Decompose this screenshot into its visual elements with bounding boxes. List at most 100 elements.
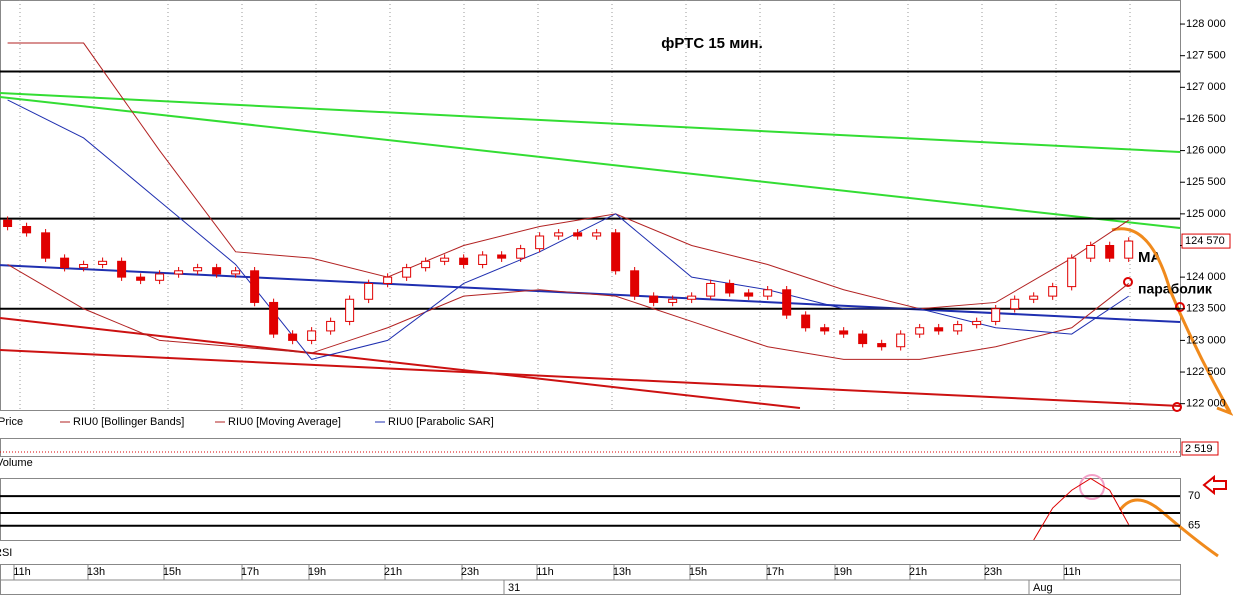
candle-body: [497, 254, 507, 259]
candle-body: [763, 289, 773, 297]
x-tick-label: 23h: [461, 566, 479, 578]
candle-body: [915, 327, 925, 335]
marker: [1123, 277, 1133, 287]
pointer-arrow: [1202, 474, 1227, 496]
candle-body: [991, 308, 1001, 322]
marker: [1172, 402, 1182, 412]
y-tick-label: 124 000: [1186, 271, 1226, 283]
trend-line: [0, 96, 1181, 230]
candle-body: [1086, 244, 1096, 259]
rsi-tick-label: 65: [1188, 520, 1200, 532]
candle-body: [345, 298, 355, 322]
x-tick-label: 17h: [241, 566, 259, 578]
candle-body: [934, 327, 944, 332]
candle-body: [687, 295, 697, 300]
legend-item: Price: [0, 416, 23, 428]
candle-body: [402, 267, 412, 278]
overlay-line: [7, 264, 1130, 360]
candle-body: [250, 270, 260, 303]
price-panel: [0, 0, 1181, 411]
arrow-head: [1216, 399, 1233, 416]
candle-body: [535, 235, 545, 250]
candle-body: [839, 330, 849, 335]
forecast-arrow: [1118, 498, 1219, 558]
candle-body: [516, 248, 526, 259]
candle-body: [592, 232, 602, 237]
day-label: 31: [508, 582, 520, 594]
rsi-panel: [0, 478, 1181, 541]
x-tick-label: 13h: [87, 566, 105, 578]
candle-body: [1067, 257, 1077, 288]
candle-body: [136, 276, 146, 281]
candle-body: [288, 333, 298, 341]
candle-body: [611, 232, 621, 272]
legend-item: RIU0 [Bollinger Bands]: [73, 416, 184, 428]
candle-body: [972, 320, 982, 326]
candle-body: [573, 232, 583, 237]
candle-body: [174, 270, 184, 275]
y-tick-label: 123 000: [1186, 334, 1226, 346]
y-tick-label: 127 000: [1186, 81, 1226, 93]
y-tick-label: 123 500: [1186, 303, 1226, 315]
candle-body: [744, 292, 754, 297]
x-tick-label: 11h: [536, 566, 554, 578]
x-tick-label: 11h: [13, 566, 31, 578]
y-tick-label: 122 000: [1186, 398, 1226, 410]
panel-label: Volume: [0, 457, 33, 469]
price-tag: [1181, 233, 1231, 249]
candle-body: [212, 267, 222, 275]
y-tick-label: 126 000: [1186, 144, 1226, 156]
candle-body: [117, 260, 127, 278]
candle-body: [364, 282, 374, 300]
price-tag-label: 124 570: [1185, 235, 1225, 247]
trend-line: [0, 349, 1181, 408]
volume-tag: [1181, 441, 1219, 456]
x-tick-label: 11h: [1063, 566, 1081, 578]
candle-body: [459, 257, 469, 265]
candle-body: [383, 276, 393, 284]
candle-body: [478, 254, 488, 265]
candle-body: [440, 257, 450, 262]
annotation: параболик: [1138, 281, 1213, 297]
panel-label: RSI: [0, 547, 12, 559]
candle-body: [98, 260, 108, 265]
candle-body: [858, 333, 868, 345]
candle-body: [725, 282, 735, 294]
candle-body: [79, 263, 89, 269]
volume-tag-label: 2 519: [1185, 443, 1213, 455]
overlay-line: [7, 42, 1129, 310]
x-tick-label: 17h: [766, 566, 784, 578]
forecast-arrow: [1111, 227, 1232, 413]
x-tick-label: 13h: [613, 566, 631, 578]
x-tick-label: 19h: [308, 566, 326, 578]
x-tick-label: 19h: [834, 566, 852, 578]
rsi-line: [1033, 477, 1130, 541]
trend-line: [0, 92, 1181, 153]
x-tick-label: 21h: [384, 566, 402, 578]
y-tick-label: 128 000: [1186, 18, 1226, 30]
candle-body: [706, 282, 716, 297]
candle-body: [307, 330, 317, 341]
candle-body: [1048, 286, 1058, 297]
marker: [1175, 302, 1185, 312]
candle-body: [554, 232, 564, 237]
y-tick-label: 125 000: [1186, 208, 1226, 220]
candle-body: [326, 320, 336, 332]
candle-body: [193, 267, 203, 272]
candle-body: [668, 298, 678, 303]
volume-panel: [0, 438, 1181, 457]
legend-item: RIU0 [Parabolic SAR]: [388, 416, 494, 428]
candle-body: [953, 324, 963, 332]
candle-body: [649, 295, 659, 303]
candle-body: [820, 327, 830, 332]
candle-body: [1105, 244, 1115, 259]
candle-body: [782, 289, 792, 316]
candle-body: [3, 219, 13, 228]
candle-body: [22, 226, 32, 234]
x-tick-label: 15h: [689, 566, 707, 578]
candle-body: [421, 260, 431, 269]
trend-line: [0, 317, 801, 410]
x-tick-label: 21h: [909, 566, 927, 578]
